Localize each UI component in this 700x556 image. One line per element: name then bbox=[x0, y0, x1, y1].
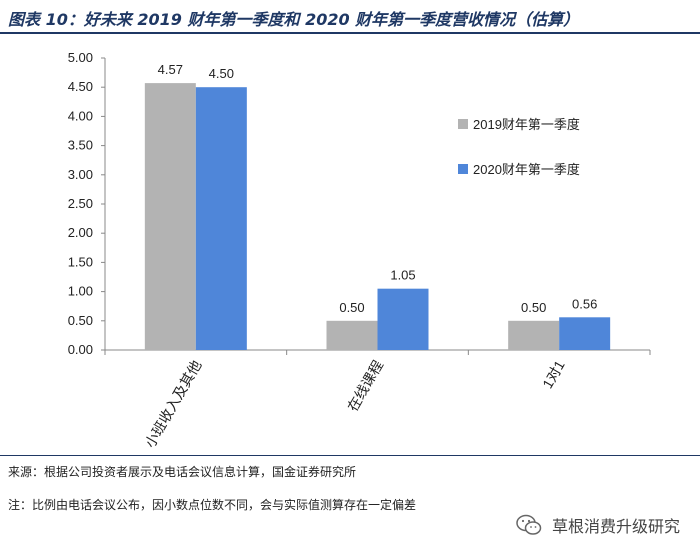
legend-swatch bbox=[458, 119, 468, 129]
bar-chart: 0.00 0.50 1.00 1.50 2.00 2.50 3.00 3.50 4.00 4.50… bbox=[68, 50, 651, 450]
footnote: 注：比例由电话会议公布，因小数点位数不同，会与实际值测算存在一定偏差 bbox=[8, 498, 417, 512]
y-tick-label: 0.50 bbox=[68, 313, 93, 328]
bar bbox=[326, 320, 378, 350]
y-tick-label: 3.00 bbox=[68, 167, 93, 182]
chart-title: 图表 10：好未来 2019 财年第一季度和 2020 财年第一季度营收情况（估… bbox=[8, 10, 580, 29]
bar bbox=[195, 87, 247, 350]
wechat-icon bbox=[516, 514, 542, 535]
chart-category-labels: 小班收入及其他 在线课程 1对1 bbox=[142, 357, 568, 450]
y-tick-label: 2.00 bbox=[68, 225, 93, 240]
chart-bars bbox=[144, 83, 611, 350]
data-label: 1.05 bbox=[390, 268, 415, 283]
data-label: 4.57 bbox=[158, 62, 183, 77]
y-tick-label: 1.00 bbox=[68, 284, 93, 299]
data-label: 0.50 bbox=[339, 300, 364, 315]
category-label: 小班收入及其他 bbox=[142, 358, 205, 451]
source-note: 来源：根据公司投资者展示及电话会议信息计算，国金证券研究所 bbox=[8, 465, 357, 479]
title-divider bbox=[0, 32, 700, 34]
y-tick-label: 4.00 bbox=[68, 108, 93, 123]
watermark: 草根消费升级研究 bbox=[516, 511, 696, 539]
watermark-text: 草根消费升级研究 bbox=[552, 517, 681, 536]
category-label: 1对1 bbox=[539, 357, 568, 391]
data-label: 4.50 bbox=[209, 66, 234, 81]
y-tick-label: 2.50 bbox=[68, 196, 93, 211]
bar bbox=[559, 317, 611, 350]
footer-divider bbox=[0, 455, 700, 456]
bar bbox=[377, 288, 429, 350]
data-label: 0.56 bbox=[572, 296, 597, 311]
bar bbox=[144, 83, 196, 350]
chart-legend: 2019财年第一季度 2020财年第一季度 bbox=[458, 117, 580, 177]
y-tick-label: 5.00 bbox=[68, 50, 93, 65]
y-tick-label: 0.00 bbox=[68, 342, 93, 357]
legend-label: 2020财年第一季度 bbox=[473, 162, 580, 177]
bar bbox=[508, 320, 560, 350]
y-tick-label: 1.50 bbox=[68, 254, 93, 269]
y-tick-label: 3.50 bbox=[68, 138, 93, 153]
y-tick-label: 4.50 bbox=[68, 79, 93, 94]
legend-swatch bbox=[458, 164, 468, 174]
chart-value-labels: 4.57 4.50 0.50 1.05 0.50 0.56 bbox=[158, 62, 598, 315]
category-label: 在线课程 bbox=[344, 358, 386, 414]
data-label: 0.50 bbox=[521, 300, 546, 315]
legend-label: 2019财年第一季度 bbox=[473, 117, 580, 132]
